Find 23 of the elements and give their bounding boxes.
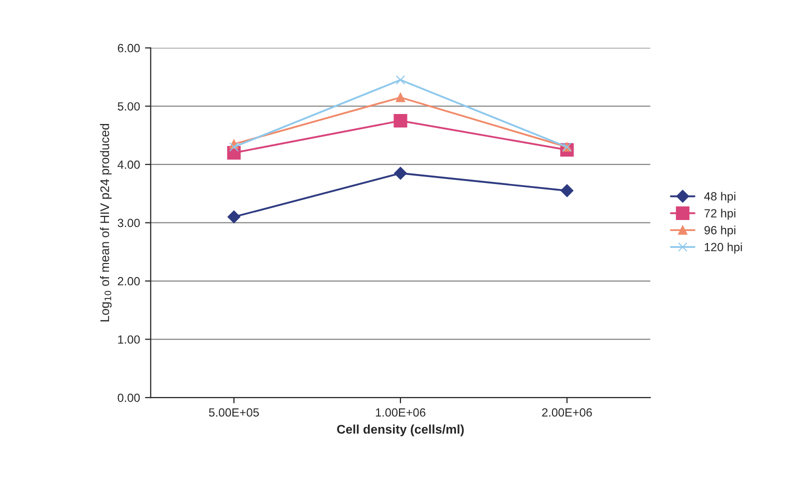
y-tick-label: 3.00 (118, 218, 140, 228)
point (396, 75, 406, 85)
x-tick-label: 5.00E+05 (208, 408, 259, 417)
point (394, 114, 408, 128)
legend-label: 96 hpi (704, 226, 736, 237)
y-tick-label: 5.00 (118, 102, 140, 111)
legend-label: 48 hpi (704, 192, 736, 203)
y-tick-label: 1.00 (118, 335, 140, 344)
point (394, 166, 407, 180)
y-tick-label: 0.00 (118, 394, 140, 402)
x-tick-label: 1.00E+06 (376, 408, 426, 417)
legend-label: 72 hpi (704, 208, 736, 220)
x-tick-label: 2.00E+06 (542, 408, 592, 417)
x-axis-title: Cell density (cells/ml) (337, 424, 464, 436)
point (228, 210, 240, 224)
y-tick-label: 6.00 (118, 44, 140, 52)
point (560, 184, 574, 198)
legend-label: 120 hpi (704, 242, 742, 254)
y-axis-title: Log$_{10}$ of mean of HIV p24 produced (100, 124, 112, 322)
point (396, 92, 406, 102)
point (229, 142, 239, 152)
y-tick-label: 4.00 (118, 160, 140, 169)
y-tick-label: 2.00 (118, 277, 140, 286)
